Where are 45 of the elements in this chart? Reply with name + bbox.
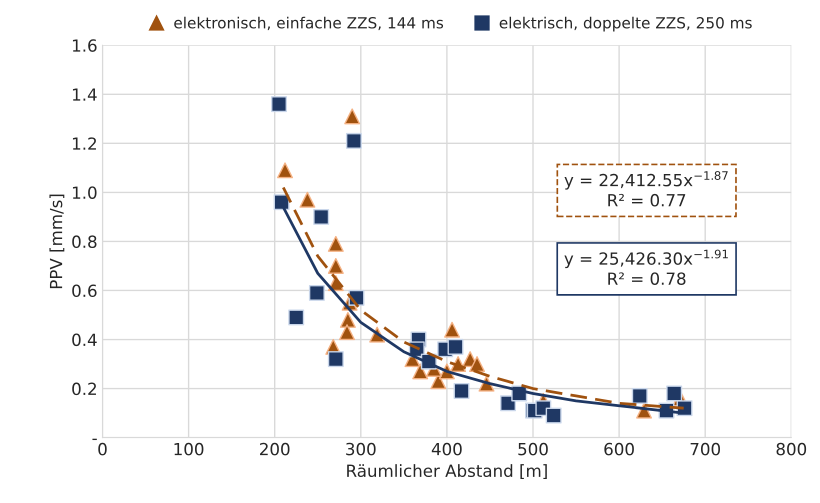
x-tick-label: 400 [432, 442, 462, 456]
x-tick-label: 200 [260, 442, 290, 456]
y-tick-label: 1.6 [72, 39, 97, 52]
x-tick-label: 0 [98, 442, 107, 456]
y-tick-label: - [92, 438, 97, 440]
y-tick-label: 1.0 [72, 186, 97, 199]
point [344, 108, 360, 124]
point [328, 236, 344, 252]
point [277, 162, 294, 178]
point [448, 338, 464, 355]
point [339, 324, 355, 340]
x-tick-label: 600 [604, 442, 634, 456]
point [346, 132, 362, 149]
x-tick-label: 100 [174, 442, 204, 456]
legend-label: elektronisch, einfache ZZS, 144 ms [174, 16, 444, 30]
x-tick-label: 500 [518, 442, 548, 456]
y-tick-label: 0.2 [72, 382, 96, 396]
x-tick-label: 300 [346, 442, 376, 456]
y-axis-title: PPV [mm/s] [49, 194, 64, 288]
point [313, 208, 330, 225]
y-tick-label: 0.4 [72, 333, 97, 346]
legend-label: elektrisch, doppelte ZZS, 250 ms [500, 16, 752, 32]
y-tick-label: 1.4 [72, 88, 97, 101]
point [454, 383, 470, 399]
point [632, 388, 648, 404]
x-axis-title: Räumlicher Abstand [m] [347, 464, 547, 480]
point [469, 356, 486, 372]
point [299, 192, 316, 208]
point [328, 258, 344, 274]
point [340, 312, 356, 328]
y-tick-label: 0.8 [72, 235, 96, 248]
y-tick-label: 0.6 [72, 284, 97, 298]
point [412, 363, 428, 380]
point [328, 351, 344, 368]
point [546, 408, 562, 424]
point [666, 385, 682, 402]
point [288, 309, 304, 326]
x-tick-label: 800 [776, 442, 806, 456]
point [308, 284, 325, 301]
x-tick-label: 700 [690, 442, 720, 456]
text: y = 22,412.55x$^{−1.87}$ R² = 0.77 [564, 171, 728, 207]
point [444, 322, 460, 338]
point [271, 96, 287, 112]
text: y = 25,426.30x$^{−1.91}$ R² = 0.78 [564, 250, 728, 285]
y-tick-label: 1.2 [72, 137, 96, 150]
